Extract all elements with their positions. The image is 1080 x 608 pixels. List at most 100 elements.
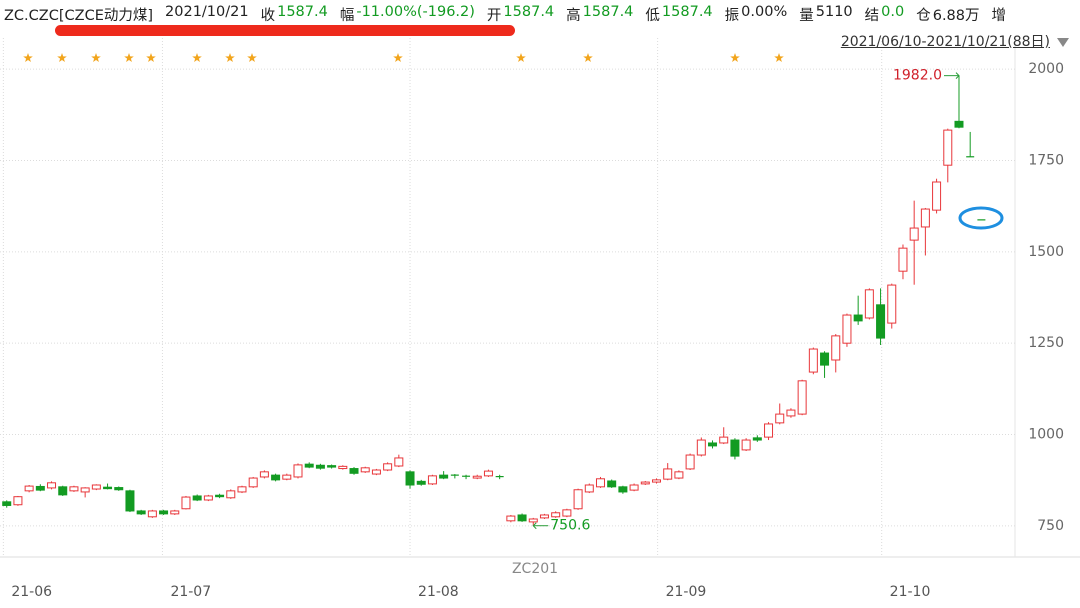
low-label: 750.6 xyxy=(550,518,590,534)
candle-body xyxy=(629,484,639,491)
candle-body xyxy=(371,469,381,475)
field-value: 0.0 xyxy=(881,4,905,20)
candle-body xyxy=(349,468,359,474)
quote-field: 高 1587.4 xyxy=(566,4,633,25)
candle-body xyxy=(584,484,594,493)
candle-body xyxy=(259,471,269,478)
contract-label: ZC201 xyxy=(512,561,558,577)
candle-body xyxy=(2,501,12,506)
quote-field: 结 0.0 xyxy=(865,4,905,25)
candle-body xyxy=(103,486,113,490)
field-label: 仓 xyxy=(916,8,931,24)
candle-body xyxy=(24,485,34,492)
candle-body xyxy=(47,482,57,489)
symbol: ZC.CZC[CZCE动力煤] xyxy=(4,8,154,24)
field-label: 低 xyxy=(645,8,660,24)
field-label: 量 xyxy=(799,8,814,24)
candle-body xyxy=(159,510,169,515)
candle-body xyxy=(797,380,807,415)
candle-body xyxy=(573,489,583,510)
candle-body xyxy=(820,352,830,366)
candle-body xyxy=(775,413,785,424)
candle-body xyxy=(327,465,337,468)
candle-body xyxy=(91,484,101,490)
grid xyxy=(0,38,1015,557)
event-stars xyxy=(23,53,784,62)
field-value: 1587.4 xyxy=(582,4,634,20)
candle-body xyxy=(853,314,863,322)
candle-body xyxy=(719,436,729,444)
x-tick-label: 21-08 xyxy=(418,584,459,600)
candle-body xyxy=(954,120,964,128)
candle-body xyxy=(517,514,527,522)
candle-body xyxy=(237,486,247,493)
candle-body xyxy=(439,474,449,479)
candle-body xyxy=(842,314,852,344)
field-label: 增 xyxy=(991,8,1007,24)
candle-body xyxy=(640,481,650,485)
field-label: 结 xyxy=(864,8,880,24)
candle-body xyxy=(405,471,415,486)
candle-body xyxy=(226,490,236,499)
quote-field: 开 1587.4 xyxy=(487,4,554,25)
x-tick-label: 21-10 xyxy=(890,584,931,600)
y-tick-label: 1250 xyxy=(1028,335,1064,351)
quote-field: 量 5110 xyxy=(799,4,852,25)
candle-body xyxy=(394,457,404,467)
candle-body xyxy=(685,454,695,470)
dropdown-arrow[interactable] xyxy=(1057,38,1069,47)
date: 2021/10/21 xyxy=(165,4,249,20)
candle-body xyxy=(864,289,874,319)
field-value: 1587.4 xyxy=(277,4,328,20)
quote-field: 增 xyxy=(992,4,1007,25)
candle-body xyxy=(539,514,549,519)
highlight-underline xyxy=(55,25,515,36)
candle-body xyxy=(652,479,662,483)
candle-body xyxy=(943,129,953,166)
quote-field: 幅 -11.00%(-196.2) xyxy=(340,4,475,25)
candle-body xyxy=(663,468,673,480)
field-value: 1587.4 xyxy=(661,4,713,20)
field-label: 高 xyxy=(566,8,581,24)
candle-body xyxy=(876,304,886,339)
candle-body xyxy=(831,335,841,361)
candle-body xyxy=(338,465,348,470)
field-value: 6.88万 xyxy=(932,8,980,24)
field-label: 收 xyxy=(260,8,276,24)
field-value: 1587.4 xyxy=(503,4,555,20)
low-arrowhead xyxy=(532,522,537,530)
candle-body xyxy=(248,477,258,488)
candle-body xyxy=(920,208,930,228)
field-label: 振 xyxy=(724,8,740,24)
candle-body xyxy=(752,437,762,441)
candle-body xyxy=(282,474,292,480)
field-value: 5110 xyxy=(815,4,853,20)
candle-body xyxy=(506,515,516,522)
field-label: 幅 xyxy=(339,8,355,24)
candle-body xyxy=(69,486,79,492)
candle-body xyxy=(215,494,225,498)
quote-field: 仓 6.88万 xyxy=(916,4,979,25)
candle-body xyxy=(80,487,90,493)
candle-body xyxy=(114,487,124,491)
candle-body xyxy=(203,495,213,501)
date-range[interactable]: 2021/06/10-2021/10/21(88日) xyxy=(840,34,1050,50)
x-tick-label: 21-07 xyxy=(170,584,211,600)
candle-body xyxy=(708,442,718,447)
field-label: 开 xyxy=(486,8,502,24)
candle-body xyxy=(360,467,370,473)
candle-body xyxy=(764,423,774,438)
candle-body xyxy=(181,496,191,510)
candle-body xyxy=(416,480,426,485)
candle-body xyxy=(315,464,325,469)
candle-body xyxy=(125,490,135,512)
high-label: 1982.0 xyxy=(893,68,942,84)
candle-body xyxy=(898,247,908,272)
candle-body xyxy=(595,478,605,488)
candle-body xyxy=(932,181,942,211)
candle-body xyxy=(562,509,572,517)
candle-body xyxy=(136,510,146,515)
candle-body xyxy=(35,485,45,491)
